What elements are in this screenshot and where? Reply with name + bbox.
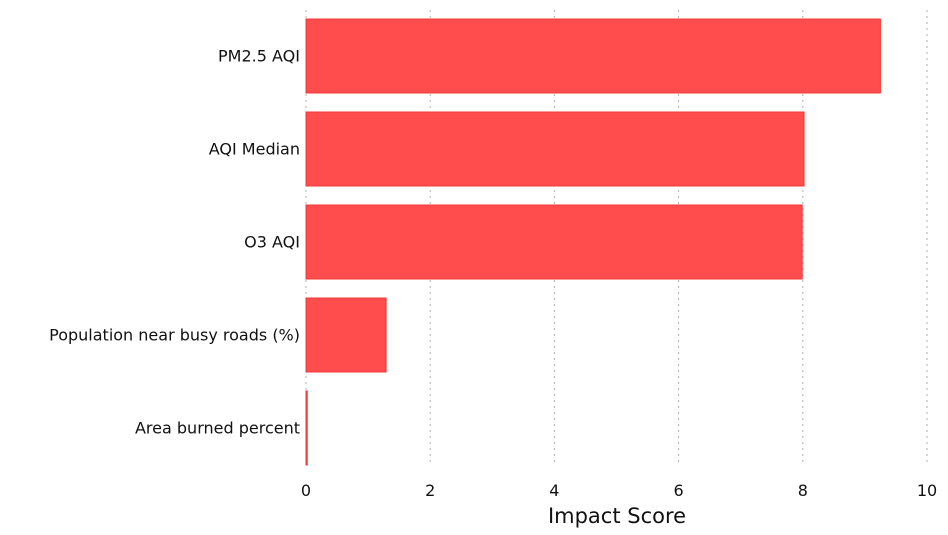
x-tick-label-4: 4 [549, 481, 559, 500]
x-axis-title: Impact Score [548, 504, 686, 528]
category-label-o3-aqi: O3 AQI [244, 233, 300, 252]
category-label-area-burned-percent: Area burned percent [135, 419, 300, 438]
bar-o3-aqi [305, 204, 803, 280]
x-tick-label-10: 10 [917, 481, 937, 500]
category-labels: PM2.5 AQI AQI Median O3 AQI Population near… [49, 47, 300, 438]
category-label-aqi-median: AQI Median [209, 140, 300, 159]
x-tick-label-8: 8 [798, 481, 808, 500]
x-tick-labels: 0 2 4 6 8 10 [301, 481, 937, 500]
category-label-population-near-busy-roads: Population near busy roads (%) [49, 326, 300, 345]
x-tick-label-2: 2 [425, 481, 435, 500]
bar-aqi-median [305, 111, 805, 187]
bar-population-near-busy-roads [305, 297, 387, 373]
x-tick-label-0: 0 [301, 481, 311, 500]
x-tick-label-6: 6 [674, 481, 684, 500]
bars [305, 18, 881, 466]
bar-pm2-5-aqi [305, 18, 881, 94]
bar-area-burned-percent [305, 390, 308, 466]
category-label-pm2-5-aqi: PM2.5 AQI [218, 47, 300, 66]
